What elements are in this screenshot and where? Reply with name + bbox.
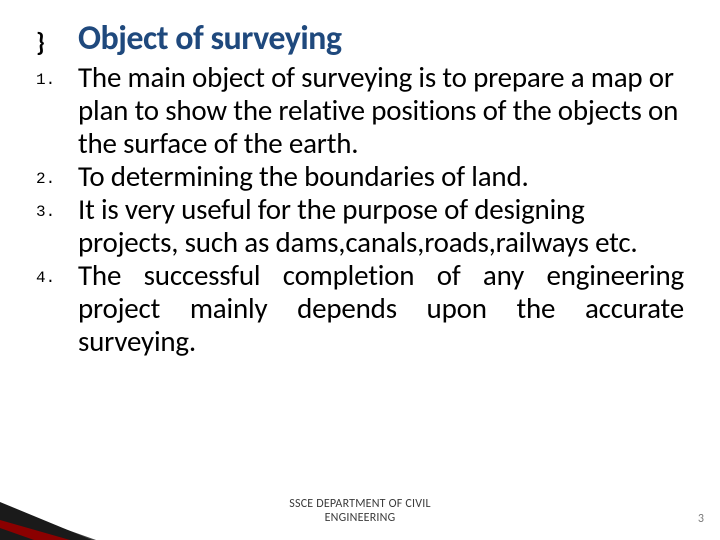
list-number: 1. (36, 61, 54, 89)
list-text: The successful completion of any enginee… (78, 259, 684, 358)
list-number: 4. (36, 259, 54, 287)
corner-decoration-icon (0, 498, 108, 540)
footer: SSCE DEPARTMENT OF CIVIL ENGINEERING (0, 498, 720, 526)
list-item: 1. The main object of surveying is to pr… (36, 61, 684, 160)
title-row: } Object of surveying (36, 18, 684, 59)
numbered-list: 1. The main object of surveying is to pr… (36, 61, 684, 358)
list-item: 4. The successful completion of any engi… (36, 259, 684, 358)
slide-title: Object of surveying (78, 18, 342, 59)
footer-line-1: SSCE DEPARTMENT OF CIVIL (289, 497, 430, 511)
slide: } Object of surveying 1. The main object… (0, 0, 720, 540)
list-item: 2. To determining the boundaries of land… (36, 160, 684, 193)
title-bullet-icon: } (36, 29, 54, 55)
list-text: It is very useful for the purpose of des… (78, 193, 684, 259)
list-number: 3. (36, 193, 54, 221)
list-number: 2. (36, 160, 54, 188)
list-item: 3. It is very useful for the purpose of … (36, 193, 684, 259)
footer-line-2: ENGINEERING (325, 511, 396, 525)
page-number: 3 (698, 512, 704, 526)
list-text: To determining the boundaries of land. (78, 160, 529, 193)
list-text: The main object of surveying is to prepa… (78, 61, 684, 160)
